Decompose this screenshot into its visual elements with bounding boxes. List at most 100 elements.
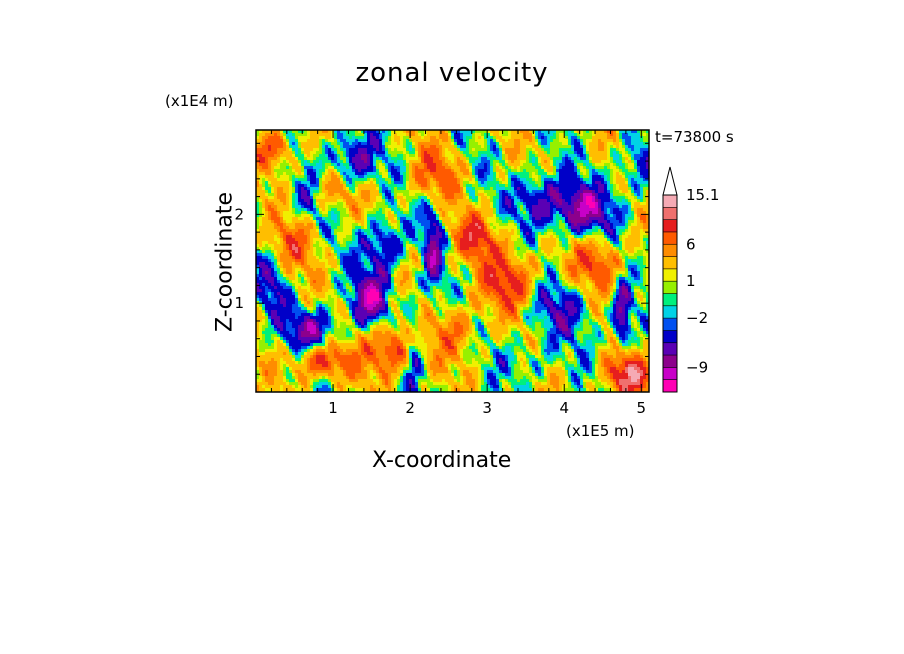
contour-cell <box>547 208 551 212</box>
contour-cell <box>361 181 365 185</box>
contour-cell <box>589 196 593 200</box>
contour-cell <box>613 136 617 140</box>
contour-cell <box>568 154 572 158</box>
contour-cell <box>355 151 359 155</box>
contour-cell <box>268 229 272 233</box>
contour-cell <box>313 163 317 167</box>
contour-cell <box>529 199 533 203</box>
contour-cell <box>610 235 614 239</box>
contour-cell <box>622 196 626 200</box>
contour-cell <box>427 130 431 134</box>
contour-cell <box>319 226 323 230</box>
contour-cell <box>307 184 311 188</box>
contour-cell <box>628 226 632 230</box>
contour-cell <box>481 196 485 200</box>
contour-cell <box>628 145 632 149</box>
contour-cell <box>520 157 524 161</box>
contour-cell <box>538 205 542 209</box>
contour-cell <box>622 172 626 176</box>
contour-cell <box>409 202 413 206</box>
contour-cell <box>610 172 614 176</box>
contour-cell <box>499 133 503 137</box>
contour-cell <box>475 151 479 155</box>
contour-cell <box>448 175 452 179</box>
contour-cell <box>511 211 515 215</box>
contour-cell <box>562 235 566 239</box>
contour-cell <box>580 208 584 212</box>
contour-cell <box>574 163 578 167</box>
contour-cell <box>487 220 491 224</box>
contour-cell <box>598 175 602 179</box>
contour-cell <box>343 202 347 206</box>
contour-cell <box>508 172 512 176</box>
contour-cell <box>508 178 512 182</box>
contour-cell <box>598 208 602 212</box>
contour-cell <box>604 199 608 203</box>
contour-cell <box>394 208 398 212</box>
contour-cell <box>322 145 326 149</box>
contour-cell <box>346 181 350 185</box>
contour-cell <box>394 160 398 164</box>
contour-cell <box>316 178 320 182</box>
contour-cell <box>583 187 587 191</box>
contour-cell <box>607 229 611 233</box>
contour-cell <box>316 220 320 224</box>
contour-cell <box>529 229 533 233</box>
contour-cell <box>316 211 320 215</box>
contour-cell <box>316 208 320 212</box>
contour-cell <box>445 172 449 176</box>
contour-cell <box>640 148 644 152</box>
contour-cell <box>616 154 620 158</box>
contour-cell <box>484 196 488 200</box>
contour-cell <box>502 205 506 209</box>
contour-cell <box>463 223 467 227</box>
contour-cell <box>571 145 575 149</box>
contour-cell <box>535 205 539 209</box>
contour-cell <box>490 226 494 230</box>
contour-cell <box>400 190 404 194</box>
contour-cell <box>490 163 494 167</box>
contour-cell <box>304 175 308 179</box>
contour-cell <box>430 226 434 230</box>
contour-cell <box>583 175 587 179</box>
contour-cell <box>283 130 287 134</box>
contour-cell <box>433 241 437 245</box>
contour-cell <box>415 151 419 155</box>
contour-cell <box>508 157 512 161</box>
contour-cell <box>274 220 278 224</box>
contour-cell <box>376 187 380 191</box>
contour-cell <box>463 235 467 239</box>
contour-cell <box>628 214 632 218</box>
contour-cell <box>412 235 416 239</box>
contour-cell <box>331 139 335 143</box>
contour-cell <box>601 187 605 191</box>
contour-cell <box>280 199 284 203</box>
contour-cell <box>391 238 395 242</box>
contour-cell <box>415 220 419 224</box>
contour-cell <box>367 175 371 179</box>
contour-cell <box>628 136 632 140</box>
contour-cell <box>604 169 608 173</box>
contour-cell <box>319 193 323 197</box>
contour-cell <box>478 226 482 230</box>
contour-cell <box>355 169 359 173</box>
contour-cell <box>388 160 392 164</box>
contour-cell <box>541 163 545 167</box>
contour-cell <box>604 190 608 194</box>
contour-cell <box>292 172 296 176</box>
contour-cell <box>364 184 368 188</box>
contour-cell <box>415 145 419 149</box>
contour-cell <box>280 217 284 221</box>
contour-cell <box>358 178 362 182</box>
contour-cell <box>529 187 533 191</box>
contour-cell <box>466 169 470 173</box>
contour-cell <box>586 238 590 242</box>
contour-cell <box>280 145 284 149</box>
contour-cell <box>322 238 326 242</box>
contour-cell <box>451 157 455 161</box>
contour-cell <box>361 172 365 176</box>
contour-cell <box>349 235 353 239</box>
contour-cell <box>334 142 338 146</box>
contour-cell <box>472 157 476 161</box>
contour-cell <box>295 238 299 242</box>
